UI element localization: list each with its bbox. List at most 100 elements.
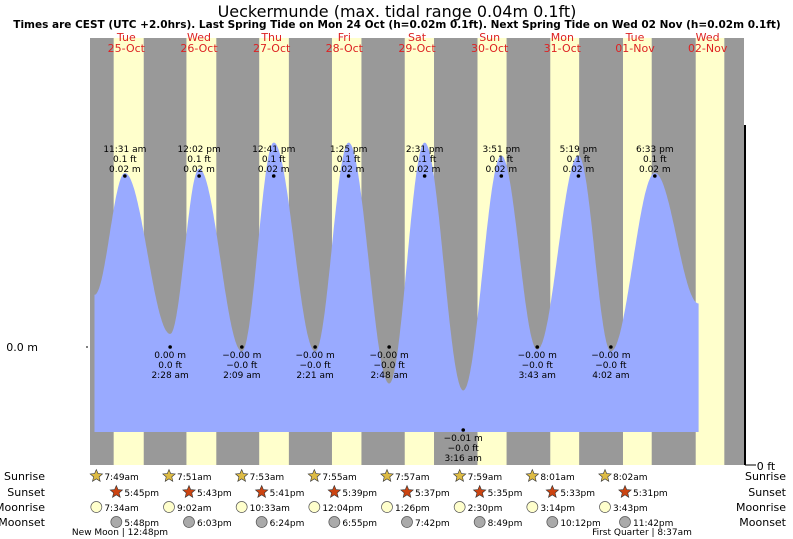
moonrise-time: 3:43pm (613, 504, 648, 514)
moonrise-icon (90, 501, 103, 513)
tide-height-ft: 0.1 ft (489, 155, 513, 165)
sunset-icon (545, 484, 560, 498)
tide-time: 12:41 pm (252, 145, 295, 155)
tide-time: 11:31 am (103, 145, 146, 155)
tide-height-ft: −0.0 ft (595, 361, 627, 371)
moonrise-time: 12:04pm (322, 504, 362, 514)
high-tide-point (653, 174, 657, 178)
sunset-icon (327, 484, 342, 498)
moonrise-time: 1:26pm (395, 504, 430, 514)
moonset-time: 6:03pm (197, 519, 232, 529)
day-name: Tue (625, 31, 645, 44)
tide-height-m: 0.02 m (409, 165, 441, 175)
day-date: 31-Oct (544, 42, 582, 55)
tide-height-ft: 0.1 ft (113, 155, 137, 165)
low-tide-point (240, 345, 244, 349)
moonrise-icon (599, 501, 611, 513)
moonrise-icon (163, 501, 175, 513)
low-tide-point (461, 428, 466, 432)
tide-height-m: 0.02 m (109, 165, 141, 175)
moonset-time: 6:24pm (270, 519, 305, 529)
sunset-time: 5:41pm (270, 489, 305, 499)
tide-height-m: 0.02 m (183, 165, 215, 175)
tide-height-ft: 0.1 ft (187, 155, 211, 165)
day-date: 29-Oct (398, 42, 436, 55)
sunrise-time: 7:49am (104, 473, 139, 483)
y-axis-label-m: 0.0 m (6, 341, 38, 354)
tide-height-ft: −0.0 ft (448, 444, 480, 454)
row-label-right: Sunset (748, 486, 786, 499)
tide-time: 5:19 pm (560, 145, 598, 155)
day-date: 02-Nov (688, 42, 728, 55)
moonset-icon (183, 516, 195, 528)
sunrise-icon (89, 468, 104, 482)
sunset-time: 5:35pm (488, 489, 523, 499)
tide-time: 4:02 am (592, 371, 629, 381)
tide-time: 1:25 pm (330, 145, 368, 155)
row-label-right: Sunrise (745, 470, 786, 483)
tide-time: 2:31 pm (406, 145, 444, 155)
day-name: Thu (260, 31, 282, 44)
tide-time: 2:21 am (296, 371, 333, 381)
day-name: Fri (338, 31, 351, 44)
moon-phase-first-quarter: First Quarter | 8:37am (592, 528, 692, 538)
tide-height-ft: 0.1 ft (337, 155, 361, 165)
sunrise-icon (162, 468, 176, 482)
day-labels: Tue25-OctWed26-OctThu27-OctFri28-OctSat2… (108, 31, 728, 55)
moonset-icon (546, 516, 559, 528)
sunset-time: 5:43pm (197, 489, 232, 499)
sunset-icon (618, 484, 632, 498)
tide-time: 3:43 am (519, 371, 556, 381)
tide-height-ft: −0.0 ft (522, 361, 554, 371)
moonrise-time: 3:14pm (540, 504, 575, 514)
sunrise-time: 7:51am (177, 473, 212, 483)
tide-time: 2:48 am (370, 371, 407, 381)
tide-height-m: −0.00 m (591, 351, 630, 361)
sunset-icon (254, 484, 269, 498)
tide-height-m: −0.00 m (370, 351, 409, 361)
sunset-icon (109, 484, 124, 498)
moonset-time: 7:42pm (415, 519, 450, 529)
tide-height-ft: 0.0 ft (158, 361, 182, 371)
moonrise-time: 9:02am (177, 504, 212, 514)
moonrise-icon (308, 501, 321, 513)
sunrise-icon (452, 468, 467, 482)
day-date: 28-Oct (326, 42, 364, 55)
tide-time: 12:02 pm (177, 145, 220, 155)
row-label-right: Moonrise (736, 501, 786, 514)
tide-height-m: 0.02 m (333, 165, 365, 175)
day-name: Mon (551, 31, 574, 44)
tide-time: 6:33 pm (636, 145, 674, 155)
tide-annotations: 11:31 am0.1 ft0.02 m0.00 m0.0 ft2:28 am1… (103, 145, 673, 464)
sunrise-icon (234, 468, 249, 482)
moonset-time: 10:12pm (560, 519, 600, 529)
tide-height-ft: −0.0 ft (374, 361, 406, 371)
low-tide-point (387, 345, 391, 349)
sunrise-icon (525, 468, 540, 482)
moonset-icon (255, 516, 268, 528)
sunset-time: 5:31pm (633, 489, 668, 499)
tide-height-ft: −0.0 ft (299, 361, 331, 371)
astronomy-rows: Sunrise Sunrise Sunset Sunset Moonrise Moonri… (0, 468, 787, 538)
day-name: Wed (187, 31, 211, 44)
tide-height-m: 0.00 m (154, 351, 186, 361)
tide-height-ft: −0.0 ft (226, 361, 258, 371)
high-tide-point (422, 174, 427, 178)
tide-height-ft: 0.1 ft (262, 155, 286, 165)
moonrise-time: 7:34am (104, 504, 139, 514)
moonrise-time: 10:33am (250, 504, 290, 514)
tide-height-m: −0.00 m (518, 351, 557, 361)
low-tide-point (168, 345, 172, 349)
chart-subtitle: Times are CEST (UTC +2.0hrs). Last Sprin… (13, 19, 780, 31)
sunrise-time: 8:02am (613, 473, 648, 483)
y-axis-label-ft: 0 ft (757, 460, 776, 473)
row-label-left: Moonrise (0, 501, 45, 514)
moonset-time: 8:49pm (488, 519, 523, 529)
moonset-icon (110, 516, 123, 528)
sunrise-time: 7:53am (250, 473, 285, 483)
high-tide-point (271, 174, 276, 178)
chart-title: Ueckermunde (max. tidal range 0.04m 0.1f… (218, 2, 577, 21)
row-label-left: Sunset (7, 486, 45, 499)
sunset-time: 5:33pm (560, 489, 595, 499)
